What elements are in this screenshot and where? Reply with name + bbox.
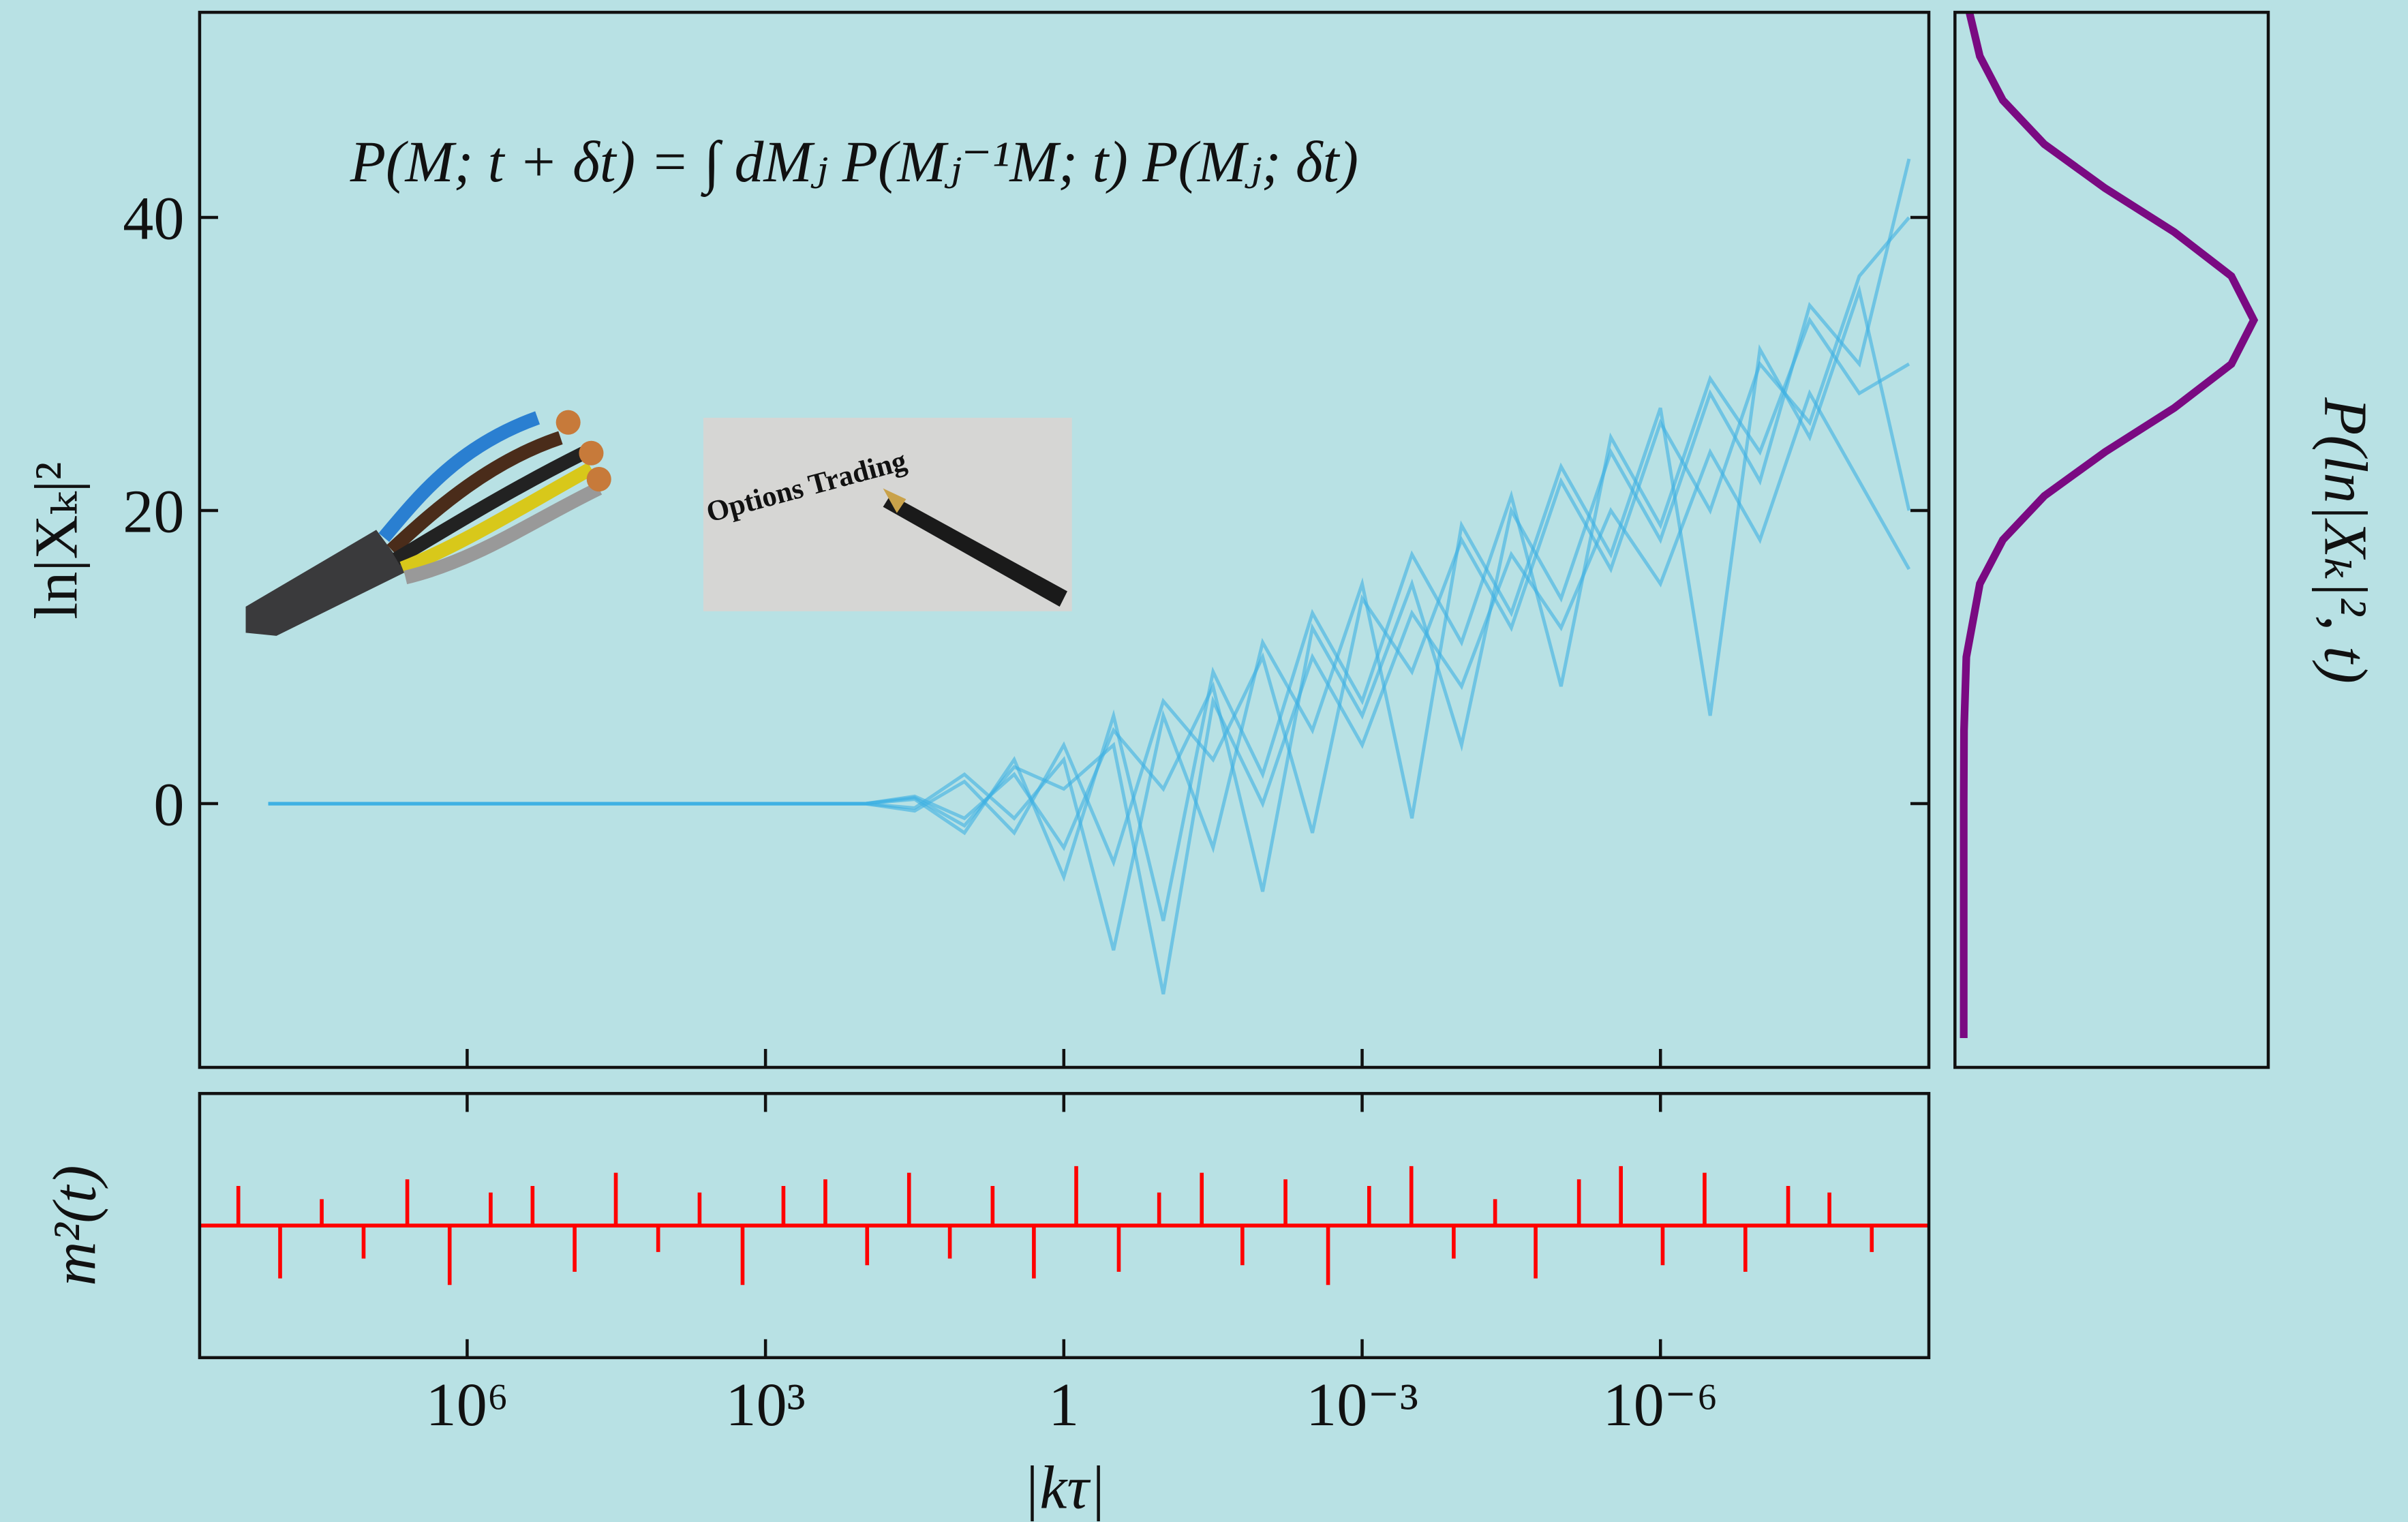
x-axis-label: P(ln|Xₖ|², t) [2311,397,2379,684]
x-tick-label: 10⁻³ [1306,1371,1418,1439]
y-tick-label: 40 [123,185,184,253]
x-tick-label: 10³ [726,1371,806,1439]
series-line [268,389,1911,995]
equation: P(M; t + δt) = ∫ dMⱼ P(Mⱼ⁻¹M; t) P(Mⱼ; δ… [350,130,1358,197]
y-axis-label: ln|Xₖ|² [23,462,91,620]
x-tick-label: 1 [1048,1371,1079,1439]
options-photo: Options Trading [703,417,1072,611]
x-tick-label: 10⁻⁶ [1603,1371,1718,1439]
plot-frame [198,1092,1931,1360]
x-tick-label: 10⁶ [426,1371,509,1439]
series-line [268,284,1911,951]
y-tick-label: 0 [153,772,184,839]
y-axis-label: m²(t) [42,1166,109,1286]
series-line [268,216,1910,868]
x-axis-label: |kτ| [1023,1455,1106,1522]
y-tick-label: 20 [123,478,184,546]
cable-photo [245,410,611,636]
plot-frame [1953,10,2270,1069]
density-curve [1960,11,2259,1038]
